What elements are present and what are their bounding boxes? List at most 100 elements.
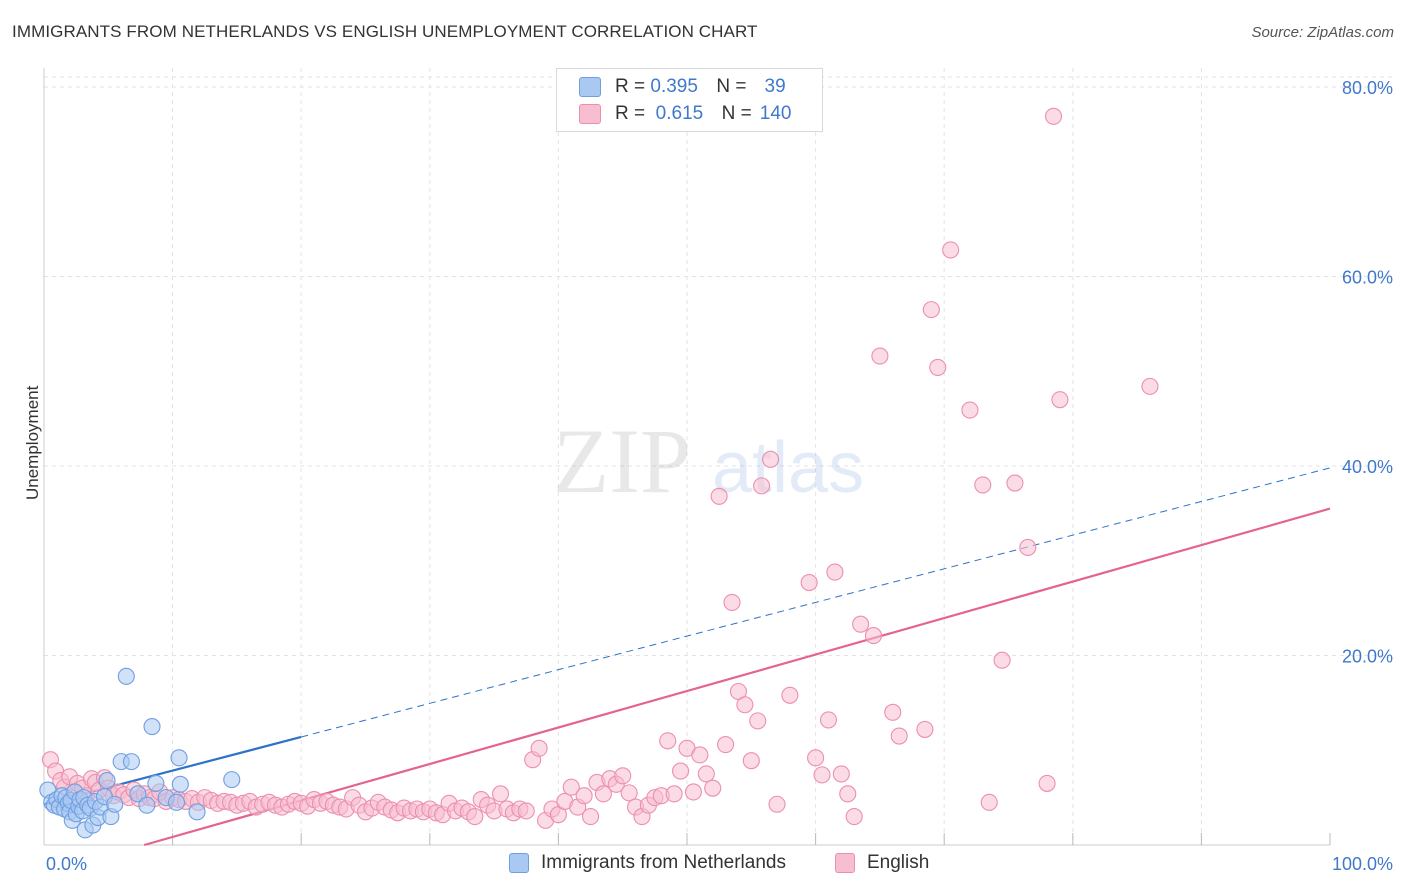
point-english — [813, 766, 831, 784]
point-english — [980, 793, 998, 811]
point-english — [491, 785, 510, 803]
point-netherlands — [138, 796, 156, 814]
point-netherlands — [167, 793, 186, 811]
point-english — [1044, 107, 1063, 125]
point-netherlands — [129, 785, 147, 803]
x-tick-label: 100.0% — [1332, 854, 1393, 874]
point-english — [753, 477, 771, 495]
point-english — [672, 762, 690, 780]
point-netherlands — [147, 774, 165, 792]
point-english — [929, 358, 947, 376]
point-english — [736, 696, 754, 714]
point-english — [832, 765, 850, 783]
point-netherlands — [117, 667, 135, 685]
point-netherlands — [188, 803, 206, 821]
source-label: Source: ZipAtlas.com — [1251, 24, 1394, 41]
trend-line-english — [143, 507, 1331, 847]
legend-n-label: N = — [721, 103, 752, 124]
point-english — [845, 808, 863, 826]
legend-row-english: R = 0.615 N = 140 — [579, 102, 791, 126]
chart-title: IMMIGRANTS FROM NETHERLANDS VS ENGLISH U… — [12, 22, 758, 41]
point-english — [562, 778, 580, 796]
legend-swatch-netherlands — [579, 77, 601, 97]
point-english — [517, 802, 535, 820]
point-english — [575, 787, 593, 805]
point-english — [916, 720, 934, 738]
point-english — [710, 487, 728, 505]
point-english — [717, 736, 735, 754]
point-english — [620, 784, 638, 802]
bottom-legend-netherlands: Immigrants from Netherlands — [509, 852, 786, 874]
watermark-zip: ZIP — [553, 410, 691, 512]
point-english — [781, 686, 799, 704]
y-tick-label: 20.0% — [1342, 646, 1393, 666]
point-english — [691, 746, 709, 764]
bottom-legend-english: English — [835, 852, 929, 874]
point-netherlands — [223, 771, 241, 789]
point-english — [697, 765, 715, 783]
point-english — [1019, 538, 1037, 557]
point-english — [581, 808, 600, 826]
point-netherlands — [171, 775, 189, 793]
trend-line-netherlands-extension — [301, 467, 1331, 738]
point-english — [684, 783, 702, 801]
correlation-legend: R = 0.395 N = 39 R = 0.615 N = 140 — [556, 68, 823, 132]
legend-r-value: 0.395 — [650, 76, 698, 97]
point-netherlands — [170, 749, 188, 767]
point-english — [742, 752, 760, 770]
legend-n-value: 39 — [764, 76, 786, 97]
bottom-legend-swatch-netherlands — [509, 853, 529, 873]
watermark: ZIP atlas — [553, 410, 864, 512]
point-english — [614, 767, 632, 785]
point-netherlands — [106, 795, 124, 813]
point-english — [1038, 774, 1056, 792]
y-tick-label: 40.0% — [1342, 457, 1393, 477]
point-english — [826, 563, 844, 581]
point-english — [1051, 391, 1069, 409]
point-english — [884, 703, 902, 721]
point-english — [800, 573, 818, 592]
gridlines — [44, 68, 1392, 845]
x-tick-label: 0.0% — [46, 854, 87, 874]
point-english — [993, 651, 1011, 669]
bottom-legend-swatch-english — [835, 853, 855, 873]
watermark-atlas: atlas — [712, 428, 864, 508]
point-english — [594, 785, 612, 803]
point-netherlands — [98, 772, 116, 790]
point-english — [466, 808, 484, 826]
legend-row-netherlands: R = 0.395 N = 39 — [579, 75, 786, 99]
point-english — [762, 450, 780, 468]
point-english — [704, 779, 722, 797]
bottom-legend-label-netherlands: Immigrants from Netherlands — [541, 852, 786, 873]
y-tick-label: 80.0% — [1342, 78, 1393, 98]
point-english — [1006, 474, 1024, 492]
point-netherlands — [122, 753, 140, 771]
point-english — [819, 711, 838, 729]
point-english — [665, 785, 683, 803]
legend-r-value: 0.615 — [655, 103, 704, 124]
point-english — [974, 476, 992, 494]
point-english — [1141, 377, 1159, 395]
point-english — [659, 732, 677, 750]
legend-n-value: 140 — [759, 103, 792, 124]
point-english — [864, 627, 883, 645]
axes — [43, 68, 1331, 846]
tick-labels: 20.0% 40.0% 60.0% 80.0% 0.0% 100.0% — [46, 78, 1393, 874]
point-english — [871, 347, 889, 365]
legend-n-label: N = — [716, 76, 747, 97]
legend-r-label: R = — [615, 103, 646, 124]
point-english — [890, 727, 908, 745]
point-english — [530, 739, 548, 757]
legend-r-label: R = — [615, 76, 646, 97]
y-axis-label: Unemployment — [23, 385, 42, 500]
point-english — [723, 593, 741, 611]
point-english — [852, 615, 870, 633]
legend-swatch-english — [579, 104, 601, 124]
point-english — [961, 401, 979, 419]
point-english — [922, 301, 940, 319]
data-points — [39, 107, 1159, 839]
point-english — [839, 785, 857, 803]
point-netherlands — [143, 718, 161, 736]
point-english — [768, 795, 786, 813]
